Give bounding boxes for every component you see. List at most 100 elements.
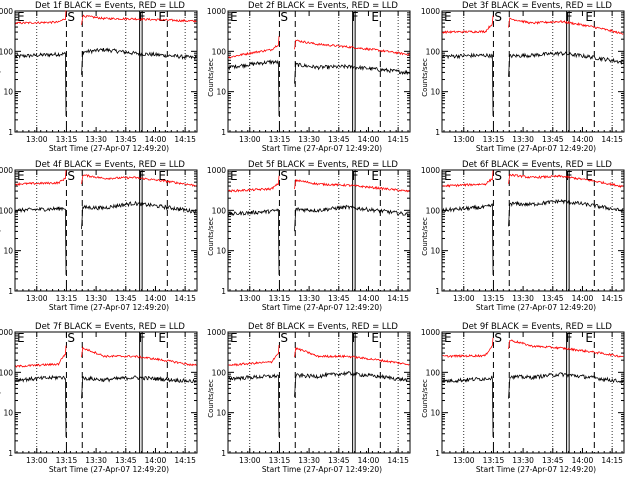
- x-tick-label: 14:15: [174, 135, 196, 144]
- x-tick-label: 13:45: [328, 135, 350, 144]
- y-tick-label: 10: [430, 409, 440, 418]
- marker-label: E: [17, 10, 25, 24]
- y-tick-label: 100: [212, 47, 227, 56]
- panel-title: Det 4f BLACK = Events, RED = LLD: [35, 160, 185, 170]
- y-tick-label: 10: [430, 247, 440, 256]
- lld-series-line: [15, 345, 67, 368]
- y-axis-label: Counts/sec: [421, 58, 429, 97]
- events-series-line: [228, 373, 280, 437]
- x-axis-label: Start Time (27-Apr-07 12:49:20): [262, 144, 382, 153]
- x-tick-label: 13:45: [542, 135, 564, 144]
- x-tick-label: 14:15: [387, 294, 409, 303]
- marker-label: S: [494, 169, 502, 183]
- panel-title: Det 2f BLACK = Events, RED = LLD: [248, 1, 398, 11]
- detector-panel-5: Det 5f BLACK = Events, RED = LLD 1 10 100 10…: [207, 160, 411, 312]
- x-tick-label: 13:30: [512, 294, 534, 303]
- x-tick-label: 14:15: [601, 294, 623, 303]
- x-tick-label: 13:00: [239, 456, 261, 465]
- y-axis-label: Counts/sec: [207, 379, 215, 418]
- x-tick-label: 14:00: [145, 135, 167, 144]
- x-axis-label: Start Time (27-Apr-07 12:49:20): [476, 303, 596, 312]
- y-tick-label: 1: [221, 128, 226, 137]
- panel-title: Det 6f BLACK = Events, RED = LLD: [462, 160, 612, 170]
- x-tick-label: 13:15: [269, 135, 291, 144]
- x-axis-label: Start Time (27-Apr-07 12:49:20): [476, 465, 596, 474]
- x-tick-label: 13:30: [85, 456, 107, 465]
- x-axis-label: Start Time (27-Apr-07 12:49:20): [49, 144, 169, 153]
- x-tick-label: 14:00: [358, 135, 380, 144]
- x-tick-label: 13:30: [298, 456, 320, 465]
- x-tick-label: 13:00: [453, 294, 475, 303]
- x-tick-label: 13:15: [56, 135, 78, 144]
- x-tick-label: 13:45: [115, 456, 137, 465]
- marker-label: E: [444, 169, 452, 183]
- events-series-line-post: [81, 375, 197, 399]
- x-tick-label: 13:15: [56, 456, 78, 465]
- lld-series-line-post: [294, 39, 410, 56]
- lld-series-line-post: [508, 173, 624, 189]
- y-tick-label: 100: [0, 47, 13, 56]
- y-tick-label: 1000: [421, 328, 440, 337]
- events-series-line: [15, 374, 67, 437]
- plot-frame: [14, 10, 198, 133]
- x-tick-label: 14:00: [358, 294, 380, 303]
- x-axis-label: Start Time (27-Apr-07 12:49:20): [49, 303, 169, 312]
- x-tick-label: 14:00: [572, 135, 594, 144]
- marker-label: F: [139, 10, 146, 24]
- x-tick-label: 13:45: [328, 294, 350, 303]
- marker-label: E: [17, 331, 25, 345]
- marker-label: S: [280, 331, 288, 345]
- x-tick-label: 13:00: [26, 294, 48, 303]
- marker-label: F: [139, 331, 146, 345]
- events-series-line-post: [81, 47, 197, 75]
- x-tick-label: 14:15: [387, 456, 409, 465]
- marker-label: E: [158, 10, 166, 24]
- marker-label: E: [17, 169, 25, 183]
- panel-title: Det 5f BLACK = Events, RED = LLD: [248, 160, 398, 170]
- lld-series-line: [15, 10, 67, 25]
- x-tick-label: 13:30: [512, 456, 534, 465]
- y-tick-label: 100: [212, 368, 227, 377]
- x-tick-label: 14:15: [601, 135, 623, 144]
- lld-series-line-post: [294, 179, 410, 193]
- marker-label: E: [371, 331, 379, 345]
- marker-label: E: [230, 169, 238, 183]
- panel-title: Det 9f BLACK = Events, RED = LLD: [462, 322, 612, 332]
- panel-title: Det 7f BLACK = Events, RED = LLD: [35, 322, 185, 332]
- events-series-line-post: [508, 51, 624, 77]
- y-axis-label: Counts/sec: [0, 217, 2, 256]
- lld-series-line: [442, 170, 494, 188]
- plot-frame: [227, 10, 411, 133]
- marker-label: S: [67, 10, 75, 24]
- y-tick-label: 10: [216, 409, 226, 418]
- y-tick-label: 10: [216, 88, 226, 97]
- marker-label: E: [371, 10, 379, 24]
- plot-frame: [14, 169, 198, 292]
- y-tick-label: 1000: [207, 7, 226, 16]
- y-tick-label: 1000: [0, 328, 13, 337]
- plot-frame: [14, 331, 198, 454]
- y-axis-label: Counts/sec: [207, 217, 215, 256]
- events-series-line-post: [294, 370, 410, 397]
- lld-series-line-post: [81, 14, 197, 25]
- x-tick-label: 14:15: [387, 135, 409, 144]
- detector-panel-9: Det 9f BLACK = Events, RED = LLD 1 10 100 10…: [421, 322, 625, 474]
- marker-label: E: [230, 10, 238, 24]
- events-series-line-post: [294, 204, 410, 232]
- y-tick-label: 1000: [0, 7, 13, 16]
- y-tick-label: 100: [0, 368, 13, 377]
- y-axis-label: Counts/sec: [207, 58, 215, 97]
- lld-series-line-post: [81, 346, 197, 367]
- lld-series-line-post: [81, 174, 197, 188]
- y-tick-label: 1: [435, 287, 440, 296]
- y-tick-label: 100: [426, 47, 441, 56]
- marker-label: S: [280, 10, 288, 24]
- x-tick-label: 13:30: [298, 135, 320, 144]
- x-tick-label: 13:15: [483, 135, 505, 144]
- events-series-line: [442, 203, 494, 275]
- lld-series-line: [15, 170, 67, 186]
- events-series-line-post: [294, 61, 410, 84]
- y-axis-label: Counts/sec: [421, 217, 429, 256]
- y-tick-label: 1000: [0, 166, 13, 175]
